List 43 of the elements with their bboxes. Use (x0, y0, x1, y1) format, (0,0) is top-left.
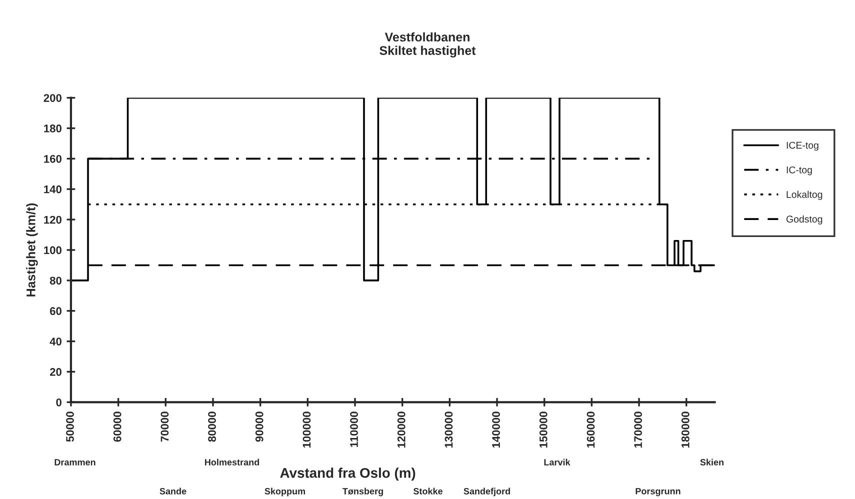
x-tick-label: 110000 (350, 412, 358, 447)
legend-label: Lokaltog (786, 190, 822, 200)
y-tick-label: 180 (44, 124, 62, 132)
x-tick-label: 70000 (160, 412, 169, 442)
chart-title: Vestfoldbanen (384, 32, 470, 42)
y-tick-label: 140 (44, 185, 62, 194)
y-tick-label: 60 (50, 307, 62, 316)
text: Tønsberg (342, 488, 383, 496)
x-tick-label: 120000 (397, 412, 406, 448)
text: Holmestrand (205, 458, 259, 466)
y-tick-label: 0 (56, 398, 62, 406)
text: Skien (700, 458, 724, 466)
x-tick-label: 60000 (113, 412, 122, 442)
y-tick-label: 80 (50, 276, 62, 285)
x-axis-title: Avstand fra Oslo (m) (280, 468, 416, 481)
x-tick-label: 170000 (634, 412, 642, 448)
text: Skoppum (264, 488, 306, 496)
x-tick-label: 50000 (66, 412, 74, 442)
x-tick-label: 80000 (208, 412, 216, 442)
x-tick-label: 150000 (539, 412, 548, 448)
x-tick-label: 90000 (255, 412, 264, 442)
y-axis-title: Hastighet (km/t) (26, 203, 38, 296)
x-tick-label: 130000 (444, 412, 453, 448)
text: Larvik (544, 458, 570, 466)
y-tick-label: 100 (44, 246, 62, 254)
x-tick-label: 140000 (492, 412, 500, 448)
legend-label: IC-tog (786, 166, 812, 176)
x-tick-label: 160000 (586, 412, 595, 448)
text: Drammen (54, 459, 96, 466)
y-tick-label: 200 (44, 94, 62, 102)
y-tick-label: 120 (44, 216, 62, 224)
y-tick-label: 160 (44, 154, 62, 163)
y-tick-label: 40 (50, 338, 62, 346)
x-tick-label: 180000 (681, 412, 690, 448)
x-tick-label: 100000 (302, 412, 311, 448)
text: Stokke (413, 488, 442, 494)
legend-label: Godstog (786, 215, 822, 224)
text: Sandefjord (464, 488, 510, 496)
text: Porsgrunn (636, 488, 680, 496)
legend-label: ICE-tog (786, 142, 818, 151)
chart-subtitle: Skiltet hastighet (380, 46, 476, 58)
y-tick-label: 20 (50, 368, 62, 376)
text: Sande (160, 488, 186, 494)
